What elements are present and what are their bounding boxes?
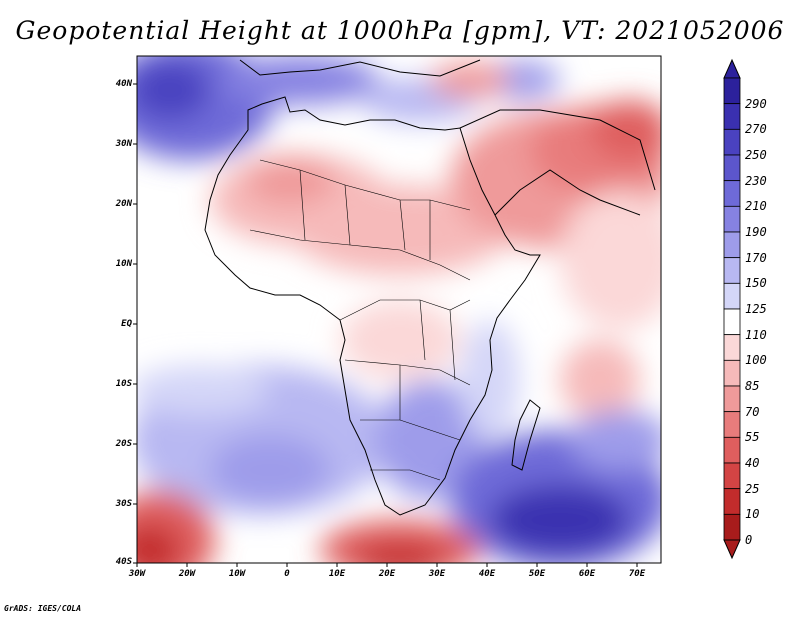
- lat-label-40s: 40S: [115, 557, 132, 567]
- colorbar-label: 70: [745, 404, 760, 419]
- colorbar-swatch: [723, 231, 741, 259]
- lon-label-40e: 40E: [478, 569, 496, 579]
- map-title: Geopotential Height at 1000hPa [gpm], VT…: [15, 16, 785, 45]
- lat-label-20n: 20N: [115, 199, 132, 209]
- colorbar-swatch: [723, 282, 741, 310]
- colorbar-swatch: [723, 103, 741, 130]
- colorbar-swatch: [723, 154, 741, 182]
- colorbar-label: 230: [745, 173, 767, 188]
- colorbar-swatch: [723, 513, 741, 541]
- colorbar-label: 55: [745, 430, 760, 445]
- colorbar-swatch: [723, 128, 741, 156]
- colorbar-label: 190: [745, 225, 767, 239]
- lon-label-30w: 30W: [128, 569, 146, 579]
- height-field: [137, 56, 661, 563]
- colorbar-label: 270: [745, 122, 767, 137]
- lon-label-60e: 60E: [578, 569, 596, 579]
- colorbar-swatch: [723, 488, 741, 515]
- colorbar-swatch: [723, 411, 741, 438]
- colorbar-label: 10: [745, 507, 760, 522]
- colorbar: [723, 58, 741, 560]
- colorbar-label: 100: [745, 353, 767, 368]
- borders: [249, 159, 471, 481]
- colorbar-swatch: [723, 205, 741, 233]
- lat-label-10n: 10N: [115, 259, 132, 269]
- colorbar-swatch: [723, 359, 741, 387]
- lat-label-40n: 40N: [115, 79, 132, 89]
- lon-label-50e: 50E: [528, 569, 546, 579]
- colorbar-label: 85: [745, 379, 760, 393]
- colorbar-label: 150: [745, 276, 767, 291]
- colorbar-label: 210: [745, 199, 767, 214]
- lon-label-30e: 30E: [428, 569, 446, 579]
- colorbar-label: 170: [745, 250, 767, 265]
- lat-label-10s: 10S: [115, 379, 132, 389]
- colorbar-label: 0: [745, 533, 753, 547]
- colorbar-label: 110: [745, 327, 767, 342]
- lon-label-0: 0: [284, 569, 290, 579]
- coastlines: [204, 59, 656, 516]
- colorbar-swatch: [723, 77, 741, 105]
- colorbar-label: 25: [745, 481, 760, 496]
- axis-ticks: [133, 83, 638, 567]
- lon-label-10e: 10E: [328, 569, 346, 579]
- colorbar-label: 40: [745, 456, 760, 470]
- lon-label-20w: 20W: [178, 569, 196, 579]
- lon-label-70e: 70E: [628, 569, 646, 579]
- colorbar-bottom-arrow: [723, 539, 741, 560]
- colorbar-swatch: [723, 385, 741, 413]
- colorbar-top-arrow: [723, 58, 741, 79]
- colorbar-swatch: [723, 462, 741, 490]
- lat-label-30n: 30N: [115, 139, 132, 149]
- colorbar-label: 250: [745, 148, 767, 162]
- colorbar-swatch: [723, 180, 741, 207]
- colorbar-label: 290: [745, 96, 767, 111]
- lat-label-20s: 20S: [115, 439, 132, 449]
- colorbar-swatch: [723, 436, 741, 464]
- map-frame: [136, 55, 662, 564]
- lat-label-eq: EQ: [121, 319, 132, 329]
- colorbar-label: 125: [745, 302, 767, 316]
- lat-label-30s: 30S: [115, 499, 132, 509]
- colorbar-swatch: [723, 334, 741, 361]
- lon-label-10w: 10W: [228, 569, 246, 579]
- credit-text: GrADS: IGES/COLA: [4, 604, 82, 613]
- colorbar-swatch: [723, 308, 741, 336]
- lon-label-20e: 20E: [378, 569, 396, 579]
- colorbar-swatch: [723, 257, 741, 284]
